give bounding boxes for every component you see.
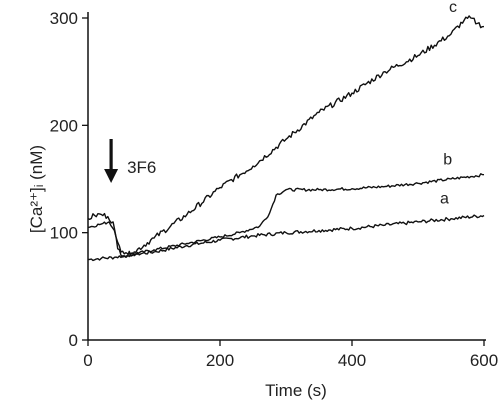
series-label-c: c bbox=[449, 0, 457, 16]
x-tick-label: 600 bbox=[470, 351, 498, 370]
x-tick-label: 0 bbox=[83, 351, 92, 370]
annotation-group: 3F6 bbox=[104, 139, 156, 183]
x-tick-label: 400 bbox=[338, 351, 366, 370]
y-tick-label: 100 bbox=[50, 224, 78, 243]
annotation-arrow-head bbox=[104, 169, 119, 183]
y-tick-label: 200 bbox=[50, 116, 78, 135]
series-group: a b c bbox=[87, 0, 485, 262]
series-line-a bbox=[87, 214, 485, 262]
series-label-b: b bbox=[443, 152, 452, 169]
series-line-b bbox=[87, 173, 485, 256]
x-axis-title: Time (s) bbox=[265, 381, 327, 400]
y-tick-label: 0 bbox=[69, 331, 78, 350]
y-tick-label: 300 bbox=[50, 9, 78, 28]
x-tick-label: 200 bbox=[206, 351, 234, 370]
annotation-label: 3F6 bbox=[127, 158, 156, 177]
series-label-a: a bbox=[440, 190, 449, 207]
series-line-c bbox=[87, 15, 485, 259]
axes-group: Time (s) [Ca²⁺]ᵢ (nM) 0 200 400 600 0 100 200 3… bbox=[27, 9, 498, 400]
y-axis-title: [Ca²⁺]ᵢ (nM) bbox=[27, 145, 46, 233]
